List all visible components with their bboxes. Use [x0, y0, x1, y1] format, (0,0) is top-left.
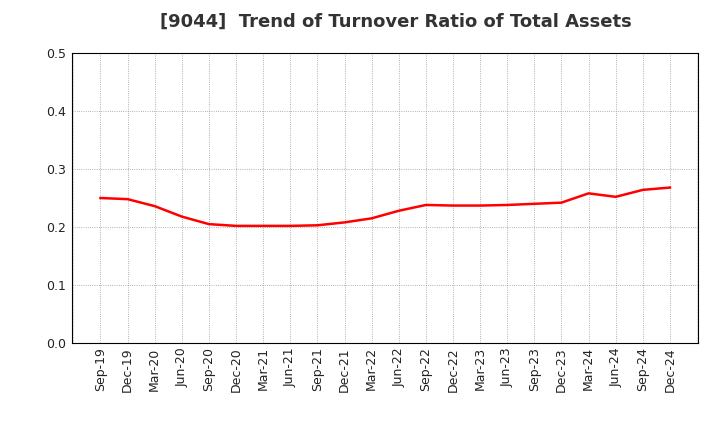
- Text: [9044]  Trend of Turnover Ratio of Total Assets: [9044] Trend of Turnover Ratio of Total …: [160, 13, 632, 31]
